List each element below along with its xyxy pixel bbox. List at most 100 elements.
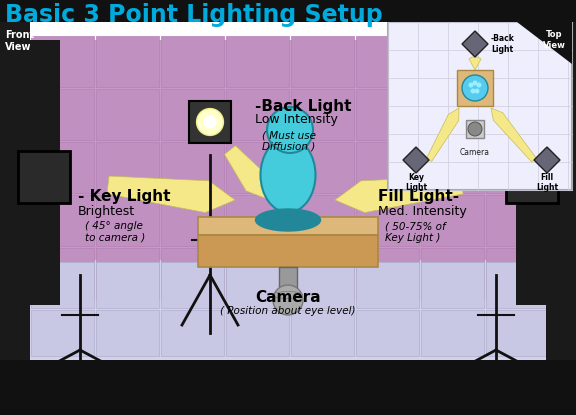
- Bar: [161, 89, 224, 140]
- Bar: [506, 151, 558, 203]
- Bar: [291, 262, 354, 308]
- Bar: [421, 89, 484, 140]
- Polygon shape: [107, 176, 235, 212]
- Text: -Back Light: -Back Light: [255, 100, 351, 115]
- Bar: [226, 310, 289, 356]
- Bar: [226, 89, 289, 140]
- Bar: [161, 262, 224, 308]
- Circle shape: [468, 122, 482, 136]
- Bar: [486, 36, 549, 87]
- Bar: [421, 195, 484, 246]
- Bar: [291, 142, 354, 193]
- Polygon shape: [469, 57, 481, 70]
- Bar: [486, 89, 549, 140]
- Bar: [356, 310, 419, 356]
- Polygon shape: [491, 108, 536, 162]
- Bar: [457, 70, 493, 106]
- Circle shape: [476, 83, 482, 88]
- Text: Key
Light: Key Light: [405, 173, 427, 193]
- Circle shape: [471, 88, 476, 93]
- Text: Basic 3 Point Lighting Setup: Basic 3 Point Lighting Setup: [5, 3, 382, 27]
- Circle shape: [475, 88, 479, 93]
- Circle shape: [267, 107, 313, 153]
- Polygon shape: [335, 176, 463, 212]
- Text: Fill Light-: Fill Light-: [378, 190, 459, 205]
- Bar: [0, 360, 576, 415]
- Text: Fill
Light: Fill Light: [536, 173, 558, 193]
- Bar: [421, 310, 484, 356]
- Polygon shape: [517, 22, 572, 64]
- Bar: [30, 40, 546, 305]
- Bar: [31, 195, 94, 246]
- Ellipse shape: [260, 137, 316, 212]
- Bar: [291, 89, 354, 140]
- Bar: [226, 142, 289, 193]
- Bar: [291, 248, 354, 299]
- Polygon shape: [426, 108, 459, 161]
- Bar: [291, 195, 354, 246]
- Bar: [161, 248, 224, 299]
- Bar: [189, 101, 231, 143]
- Bar: [421, 262, 484, 308]
- Bar: [486, 142, 549, 193]
- Bar: [356, 142, 419, 193]
- Bar: [96, 310, 159, 356]
- Bar: [226, 36, 289, 87]
- Bar: [486, 248, 549, 299]
- Circle shape: [204, 116, 217, 128]
- Bar: [421, 36, 484, 87]
- Ellipse shape: [273, 291, 303, 298]
- Polygon shape: [516, 0, 576, 360]
- Bar: [291, 36, 354, 87]
- Polygon shape: [403, 147, 429, 173]
- Bar: [161, 310, 224, 356]
- Circle shape: [273, 285, 303, 315]
- Bar: [96, 142, 159, 193]
- Bar: [486, 262, 549, 308]
- Bar: [31, 89, 94, 140]
- Text: ( 50-75% of
Key Light ): ( 50-75% of Key Light ): [385, 221, 446, 243]
- Circle shape: [472, 81, 478, 85]
- Text: Top
View: Top View: [543, 30, 566, 50]
- Bar: [466, 120, 484, 138]
- Text: ( 45° angle
to camera ): ( 45° angle to camera ): [85, 221, 145, 243]
- Bar: [18, 151, 70, 203]
- Circle shape: [462, 75, 488, 101]
- Bar: [279, 267, 297, 295]
- Bar: [356, 248, 419, 299]
- Bar: [31, 310, 94, 356]
- Bar: [226, 262, 289, 308]
- Bar: [0, 0, 576, 22]
- Polygon shape: [534, 147, 560, 173]
- Polygon shape: [0, 0, 60, 360]
- Bar: [486, 310, 549, 356]
- Polygon shape: [225, 146, 270, 200]
- Bar: [96, 36, 159, 87]
- Bar: [30, 260, 546, 360]
- Text: Camera: Camera: [460, 148, 490, 157]
- Text: Brightest: Brightest: [78, 205, 135, 219]
- Text: - Key Light: - Key Light: [78, 190, 170, 205]
- Bar: [31, 142, 94, 193]
- Text: Camera: Camera: [255, 290, 321, 305]
- Bar: [161, 36, 224, 87]
- Ellipse shape: [256, 209, 320, 231]
- Bar: [356, 36, 419, 87]
- Bar: [356, 262, 419, 308]
- Bar: [486, 195, 549, 246]
- Bar: [198, 235, 378, 267]
- Bar: [96, 262, 159, 308]
- Bar: [96, 89, 159, 140]
- Bar: [291, 310, 354, 356]
- Circle shape: [468, 83, 473, 88]
- Text: Front
View: Front View: [5, 30, 34, 51]
- Bar: [31, 248, 94, 299]
- Bar: [356, 89, 419, 140]
- Text: ( Position about eye level): ( Position about eye level): [220, 306, 356, 316]
- Bar: [96, 195, 159, 246]
- Bar: [96, 248, 159, 299]
- Bar: [388, 22, 572, 190]
- Polygon shape: [462, 31, 488, 57]
- Text: Med. Intensity: Med. Intensity: [378, 205, 467, 219]
- Bar: [421, 248, 484, 299]
